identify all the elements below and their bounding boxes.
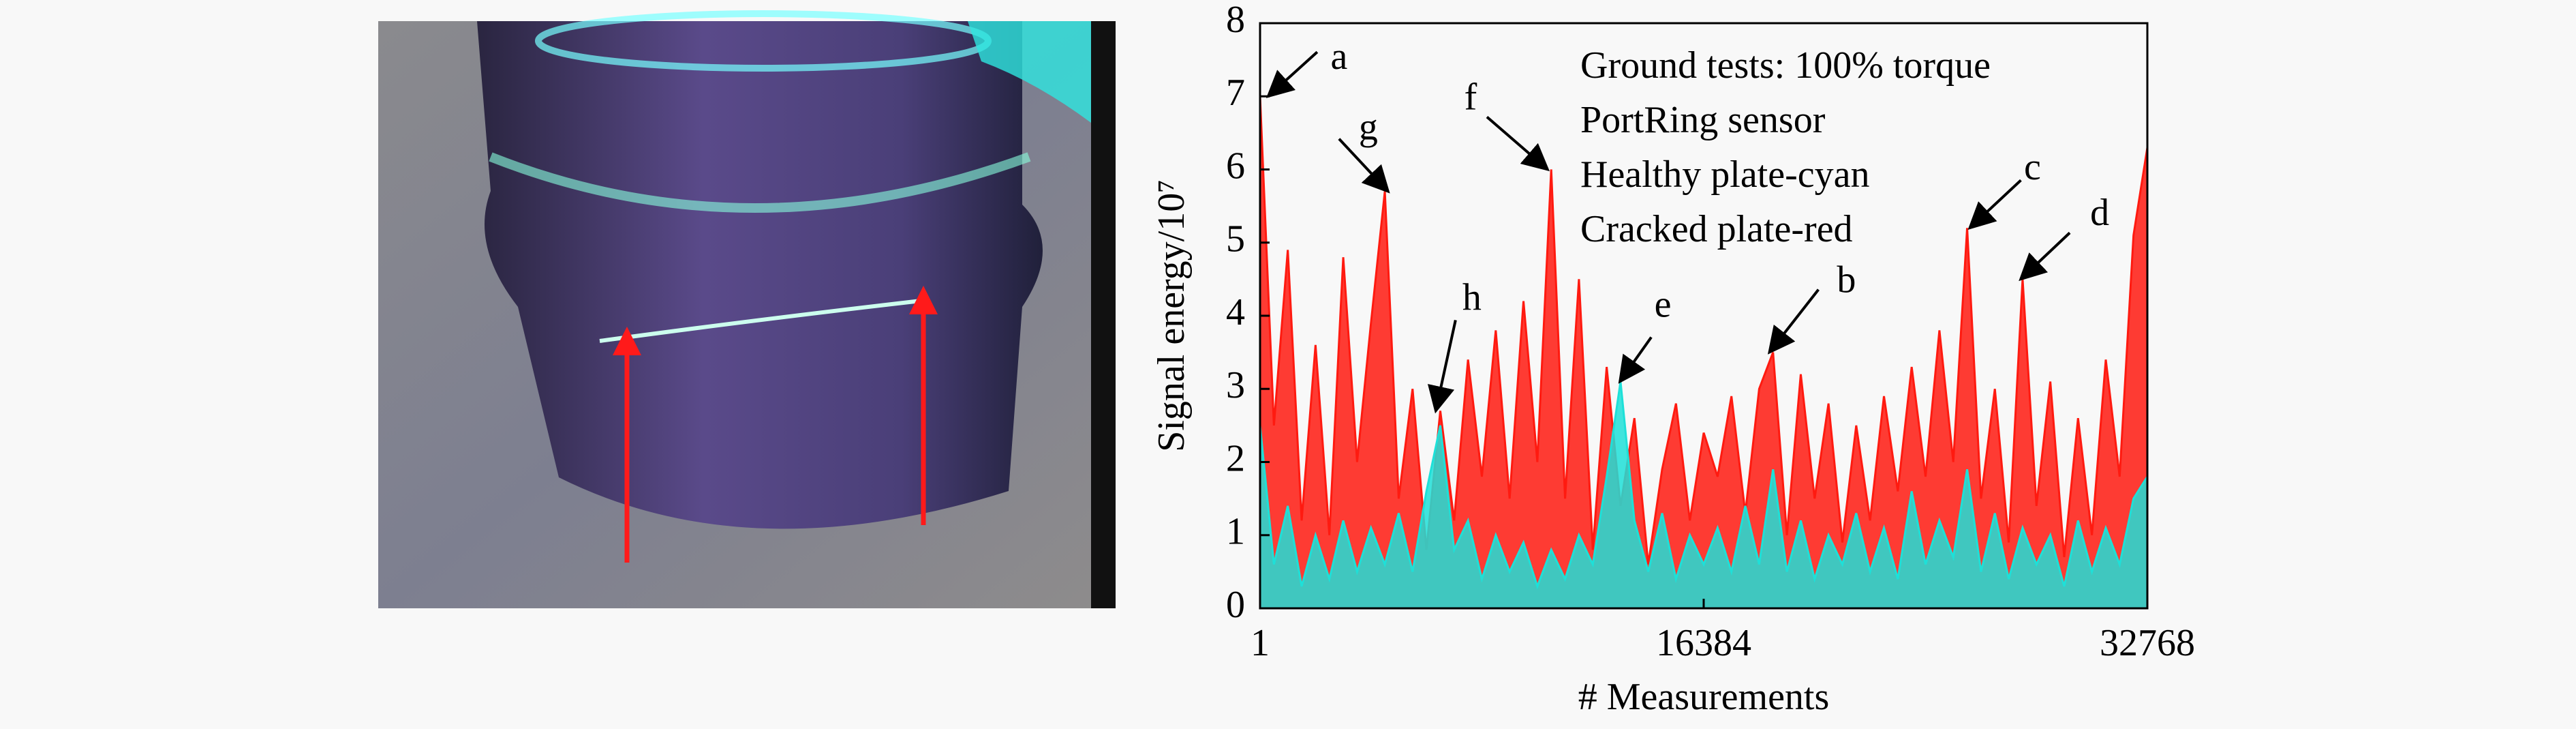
x-tick-label: 1 (1251, 622, 1270, 664)
annotation-arrow (1767, 288, 1820, 355)
y-tick-label: 6 (1226, 145, 1245, 187)
annotation-label: e (1655, 283, 1672, 325)
photo (378, 10, 1116, 608)
y-tick-label: 8 (1226, 0, 1245, 41)
annotation-label: d (2090, 192, 2109, 234)
x-tick-label: 32768 (2100, 622, 2195, 664)
annotation-text: Ground tests: 100% torque (1580, 44, 1991, 87)
cyan-glare (968, 21, 1091, 123)
annotation-arrow (1266, 50, 1319, 98)
annotation-label: a (1330, 35, 1347, 78)
annotation-label: b (1837, 258, 1856, 301)
annotation-arrow (1427, 319, 1457, 414)
x-axis-label: # Measurements (1578, 676, 1830, 718)
y-tick-label: 4 (1226, 291, 1245, 333)
y-tick-label: 2 (1226, 437, 1245, 479)
annotation-label: h (1462, 276, 1482, 318)
annotation-label: g (1359, 106, 1378, 149)
annotation-text: PortRing sensor (1580, 99, 1826, 141)
annotation-arrow (2019, 231, 2071, 282)
y-tick-label: 1 (1226, 511, 1245, 553)
annotation-text: Cracked plate-red (1580, 208, 1853, 250)
annotation-arrow (1618, 336, 1653, 384)
y-tick-label: 0 (1226, 584, 1245, 626)
annotation-arrow (1967, 179, 2022, 230)
annotation-arrow (1338, 138, 1390, 194)
plot (1259, 96, 2149, 610)
ring-highlight (489, 152, 1031, 213)
cylinder (477, 21, 1043, 529)
annotation-arrow (1486, 115, 1550, 172)
y-tick-label: 5 (1226, 218, 1245, 261)
signal-area (1259, 96, 2149, 610)
y-tick-label: 3 (1226, 364, 1245, 406)
signal-area (1259, 381, 2149, 610)
annotation-text: Healthy plate-cyan (1580, 153, 1869, 196)
annotation-label: c (2024, 146, 2041, 188)
y-axis-label: Signal energy/10⁷ (1150, 179, 1193, 452)
annotation-label: f (1465, 76, 1477, 118)
x-tick-label: 16384 (1656, 622, 1751, 664)
photo-border (1091, 21, 1116, 608)
y-tick-label: 7 (1226, 72, 1245, 114)
